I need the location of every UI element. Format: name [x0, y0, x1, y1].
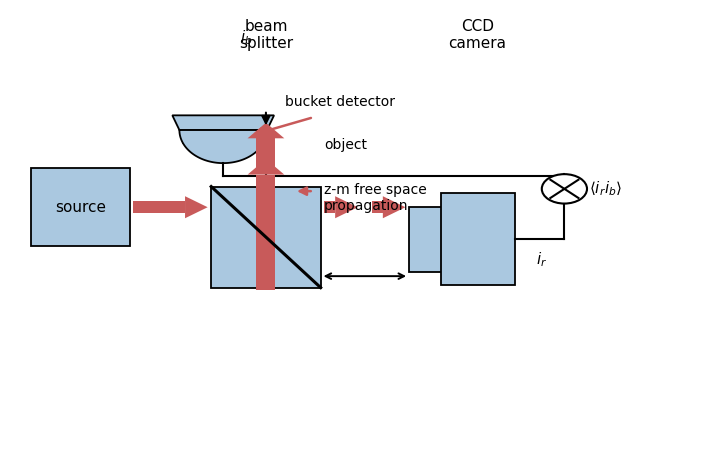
Bar — [372, 201, 383, 213]
Polygon shape — [248, 123, 284, 138]
Text: $\langle i_r i_b \rangle$: $\langle i_r i_b \rangle$ — [589, 179, 622, 198]
Bar — [441, 193, 515, 286]
Text: $i_r$: $i_r$ — [536, 251, 548, 269]
Polygon shape — [179, 130, 267, 163]
Polygon shape — [383, 196, 405, 218]
Polygon shape — [172, 115, 274, 130]
Polygon shape — [335, 196, 357, 218]
Bar — [256, 138, 276, 168]
Text: beam
splitter: beam splitter — [239, 19, 293, 51]
Text: z-m free space
propagation: z-m free space propagation — [324, 183, 427, 213]
Text: object: object — [324, 138, 367, 152]
Bar — [183, 128, 257, 143]
Polygon shape — [185, 196, 208, 218]
Text: source: source — [55, 200, 106, 215]
Polygon shape — [248, 159, 284, 175]
Text: bucket detector: bucket detector — [286, 94, 395, 108]
Bar — [256, 175, 276, 290]
Bar — [133, 201, 185, 213]
Bar — [31, 168, 130, 246]
Text: $i_b$: $i_b$ — [240, 28, 253, 47]
Bar — [211, 186, 320, 288]
Text: CCD
camera: CCD camera — [449, 19, 506, 51]
Bar — [183, 126, 257, 128]
Bar — [409, 207, 444, 272]
Bar — [324, 201, 335, 213]
Circle shape — [542, 174, 587, 204]
